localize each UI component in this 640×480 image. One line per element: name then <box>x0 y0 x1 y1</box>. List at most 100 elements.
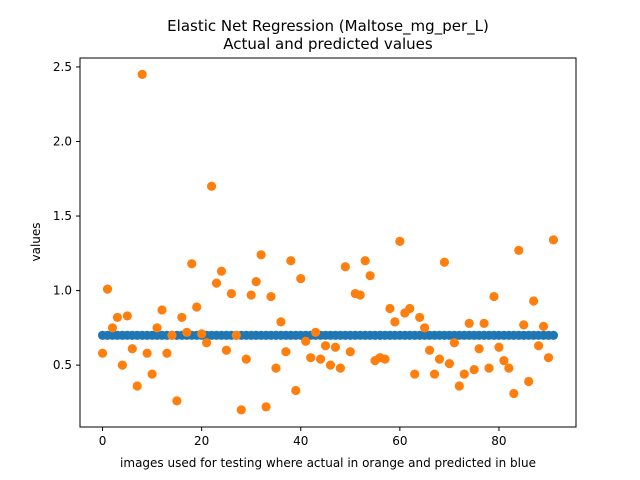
actual-point <box>172 396 182 406</box>
actual-point <box>385 303 395 314</box>
actual-point <box>390 317 400 327</box>
actual-point <box>514 245 524 255</box>
actual-point <box>211 278 222 288</box>
actual-point <box>459 369 469 379</box>
y-axis-ticks: 0.5 1.0 1.5 2.0 2.5 <box>53 60 80 372</box>
actual-point <box>360 256 370 266</box>
actual-point <box>494 342 504 352</box>
actual-point <box>187 259 197 269</box>
actual-point <box>147 369 157 379</box>
actual-point <box>410 369 420 379</box>
actual-point <box>444 359 454 369</box>
actual-point <box>415 312 425 323</box>
actual-point <box>127 344 137 354</box>
y-tick-label: 2.0 <box>53 134 72 148</box>
x-tick-label: 80 <box>491 434 506 448</box>
actual-point <box>504 363 514 373</box>
actual-point <box>429 369 440 379</box>
actual-point <box>301 336 311 346</box>
actual-point <box>330 342 341 352</box>
x-tick-label: 20 <box>194 434 209 448</box>
actual-point <box>548 235 559 245</box>
actual-point <box>112 312 123 323</box>
x-tick-label: 0 <box>99 434 107 448</box>
actual-point <box>246 290 256 300</box>
plot-points <box>97 69 559 415</box>
x-tick-label: 60 <box>392 434 407 448</box>
actual-point <box>325 360 336 370</box>
actual-point <box>97 348 108 358</box>
actual-point <box>271 363 281 373</box>
actual-point <box>320 341 331 351</box>
actual-point <box>197 329 207 339</box>
actual-point <box>439 257 450 267</box>
actual-point <box>216 266 227 276</box>
x-tick-label: 40 <box>293 434 308 448</box>
actual-point <box>177 312 187 323</box>
actual-point <box>236 405 246 415</box>
actual-point <box>226 288 236 299</box>
actual-point <box>365 271 375 281</box>
actual-point <box>256 250 266 260</box>
actual-point <box>454 381 464 391</box>
y-axis-label: values <box>29 222 43 261</box>
y-tick-label: 2.5 <box>53 60 72 74</box>
chart-title: Elastic Net Regression (Maltose_mg_per_L… <box>167 17 489 36</box>
actual-point <box>306 353 316 363</box>
actual-point <box>221 345 232 355</box>
actual-point <box>291 385 301 396</box>
actual-point <box>162 348 172 358</box>
actual-point <box>137 69 147 79</box>
actual-point <box>276 317 286 327</box>
actual-point <box>499 356 509 366</box>
actual-point <box>395 236 405 246</box>
actual-point <box>315 354 326 364</box>
predicted-point <box>548 330 559 340</box>
actual-point <box>380 354 390 364</box>
actual-point <box>296 274 306 284</box>
actual-point <box>524 376 534 387</box>
actual-point <box>286 256 296 266</box>
actual-point <box>538 321 549 331</box>
actual-point <box>474 344 484 354</box>
actual-point <box>420 323 430 333</box>
actual-point <box>405 303 415 314</box>
plot-area-frame <box>79 57 577 428</box>
actual-point <box>519 320 529 330</box>
actual-point <box>434 354 445 364</box>
actual-point <box>335 363 345 373</box>
actual-point <box>345 347 355 357</box>
actual-point <box>464 318 474 328</box>
actual-point <box>533 341 544 351</box>
y-tick-label: 1.0 <box>53 284 72 298</box>
actual-point <box>340 262 350 272</box>
actual-point <box>449 338 459 348</box>
actual-point <box>469 365 479 375</box>
actual-point <box>206 181 217 191</box>
actual-point <box>261 402 271 412</box>
actual-point <box>355 290 365 300</box>
chart-subtitle: Actual and predicted values <box>223 35 433 53</box>
actual-point <box>251 277 261 287</box>
actual-point <box>167 330 177 340</box>
actual-point <box>281 347 291 357</box>
actual-point <box>182 327 192 337</box>
y-tick-label: 0.5 <box>53 358 72 372</box>
actual-point <box>311 327 321 337</box>
y-tick-label: 1.5 <box>53 209 72 223</box>
actual-point <box>479 318 489 328</box>
actual-point <box>122 311 132 321</box>
actual-point <box>117 360 127 370</box>
actual-point <box>484 363 494 373</box>
actual-point <box>509 388 519 399</box>
actual-point <box>152 323 162 333</box>
actual-point <box>489 291 499 302</box>
actual-point <box>231 330 241 340</box>
x-axis-ticks: 0 20 40 60 80 <box>99 427 507 448</box>
actual-point <box>241 354 251 364</box>
actual-point <box>132 381 142 391</box>
actual-point <box>157 305 167 315</box>
actual-point <box>192 302 202 312</box>
